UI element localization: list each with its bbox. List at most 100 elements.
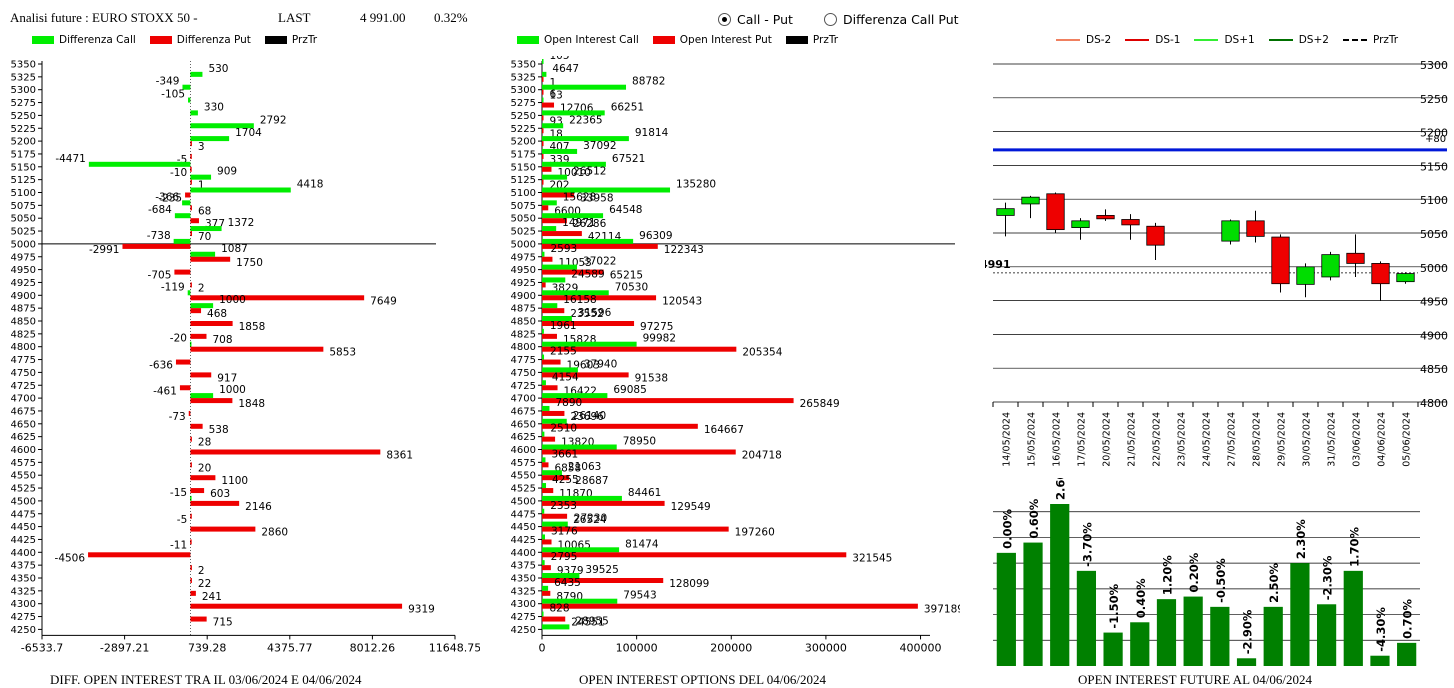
radio-unselected-icon[interactable] — [824, 13, 837, 26]
strike-tick-label: 5150 — [11, 162, 36, 173]
put-bar-label: -461 — [153, 385, 177, 397]
put-bar — [542, 346, 737, 352]
legend-ds-m1-label: DS-1 — [1155, 34, 1181, 46]
oi-bar — [1156, 599, 1177, 666]
call-bar-label: 26140 — [573, 410, 606, 422]
put-bar — [190, 153, 192, 159]
y-tick-label: 5000 — [1420, 262, 1448, 275]
put-bar — [542, 372, 629, 378]
put-bar — [542, 76, 544, 82]
call-bar-label: 530 — [208, 63, 228, 75]
call-bar-label: 84461 — [628, 487, 661, 499]
oi-bar-label: 0.40% — [1134, 578, 1148, 618]
strike-tick-label: 5250 — [511, 111, 536, 122]
put-bar — [542, 256, 553, 262]
strike-tick-label: 4625 — [511, 432, 536, 443]
put-bar — [542, 321, 635, 326]
put-bar-label: 8361 — [386, 450, 413, 462]
put-bar-label: -10 — [170, 167, 187, 179]
strike-tick-label: 4450 — [11, 522, 36, 533]
strike-tick-label: 4250 — [11, 625, 36, 636]
put-bar — [542, 179, 544, 185]
put-bar — [190, 398, 233, 404]
put-bar-label: 28 — [198, 437, 211, 449]
call-bar — [542, 161, 606, 167]
put-bar-label: 164667 — [704, 424, 744, 436]
put-bar — [542, 333, 557, 339]
put-bar — [190, 539, 192, 545]
strike-tick-label: 5225 — [511, 124, 536, 135]
call-bar — [542, 84, 627, 90]
call-bar — [190, 226, 222, 232]
put-bar-label: -11 — [170, 539, 187, 551]
oi-bar-label: -4.30% — [1374, 607, 1388, 652]
put-bar — [542, 231, 582, 237]
call-bar — [542, 611, 544, 617]
call-bar — [542, 393, 608, 399]
strike-tick-label: 5350 — [511, 60, 536, 71]
put-bar-label: -235 — [158, 193, 182, 205]
oi-bar — [996, 552, 1016, 666]
y-tick-label: 4850 — [1420, 363, 1448, 376]
strike-tick-label: 4500 — [11, 496, 36, 507]
strike-tick-label: 4400 — [511, 548, 536, 559]
oi-bar — [1290, 563, 1310, 666]
radio-selected-icon[interactable] — [718, 13, 731, 26]
put-bar — [542, 488, 554, 494]
radio-call-put-label: Call - Put — [737, 12, 793, 27]
call-bar-label: 16158 — [563, 294, 596, 306]
strike-tick-label: 5275 — [11, 98, 36, 109]
date-tick-label: 21/05/2024 — [1127, 412, 1138, 467]
call-bar-label: 3661 — [551, 448, 578, 460]
strike-tick-label: 4725 — [511, 381, 536, 392]
strike-tick-label: 5325 — [511, 72, 536, 83]
call-bar-label: 6 — [550, 89, 557, 101]
call-bar — [542, 380, 546, 386]
put-bar — [542, 153, 544, 159]
strike-tick-label: 4250 — [511, 625, 536, 636]
call-bar-label: -20 — [170, 333, 187, 345]
oi-bar — [1343, 570, 1363, 666]
put-bar — [542, 205, 549, 211]
put-bar — [190, 346, 324, 352]
level-label: +80 — [1425, 134, 1446, 145]
strike-tick-label: 5275 — [511, 98, 536, 109]
strike-tick-label: 4300 — [511, 599, 536, 610]
strike-tick-label: 4675 — [11, 406, 36, 417]
legend-call-label: Differenza Call — [59, 34, 136, 46]
page-title: Analisi future : EURO STOXX 50 - — [10, 10, 198, 25]
call-bar-label: 105 — [550, 56, 570, 62]
strike-tick-label: 4700 — [11, 394, 36, 405]
open-interest-future-chart: 0.00% 0.60% 2.60% -3.70% -1.50% 0.40% 1.20% 0.2… — [993, 478, 1420, 666]
put-bar-label: 917 — [217, 372, 237, 384]
call-bar-label: 99982 — [643, 333, 676, 345]
strike-tick-label: 4925 — [511, 278, 536, 289]
call-bar — [542, 200, 557, 206]
put-bar — [190, 295, 365, 301]
legend-call-label: Open Interest Call — [544, 34, 639, 46]
call-bar — [542, 341, 637, 347]
call-bar-label: 330 — [204, 101, 224, 113]
strike-tick-label: 4325 — [11, 586, 36, 597]
radio-call-put[interactable]: Call - Put — [718, 12, 793, 27]
put-bar-label: 26286 — [573, 218, 607, 230]
put-bar-label: 9319 — [408, 604, 435, 616]
put-bar — [542, 308, 565, 314]
strike-tick-label: 4750 — [511, 368, 536, 379]
put-bar — [542, 578, 664, 583]
call-bar — [542, 136, 629, 142]
date-tick-label: 17/05/2024 — [1077, 412, 1088, 467]
put-bar — [190, 462, 192, 468]
strike-tick-label: 4825 — [11, 329, 36, 340]
call-bar — [542, 418, 567, 424]
candle-body — [1221, 220, 1240, 242]
radio-diff-call-put[interactable]: Differenza Call Put — [824, 12, 959, 27]
strike-tick-label: 5025 — [511, 227, 536, 238]
oi-bar — [1210, 606, 1230, 666]
legend-mid: Open Interest Call Open Interest Put Prz… — [517, 34, 852, 46]
call-bar — [542, 277, 566, 283]
strike-tick-label: 5100 — [11, 188, 36, 199]
call-bar-label: 135280 — [676, 179, 716, 191]
